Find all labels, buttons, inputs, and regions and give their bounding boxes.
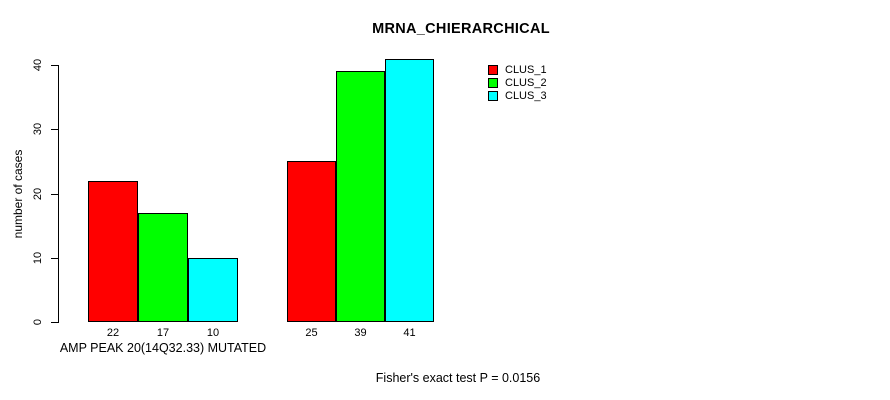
legend-swatch-icon — [488, 90, 498, 101]
y-axis-tick-label: 0 — [32, 318, 44, 326]
y-axis-tick — [51, 257, 58, 259]
legend-swatch-icon — [488, 77, 498, 88]
annotation-fisher-test: Fisher's exact test P = 0.0156 — [375, 371, 541, 385]
x-axis-label: AMP PEAK 20(14Q32.33) MUTATED — [59, 341, 267, 355]
bar-clus_1 — [88, 180, 138, 322]
bar-value-label: 10 — [206, 327, 220, 339]
y-axis-tick — [51, 193, 58, 195]
y-axis-tick — [51, 65, 58, 66]
bar-clus_2 — [138, 212, 188, 322]
bar-clus_1 — [287, 161, 336, 322]
bar-clus_3 — [188, 257, 238, 323]
bar-value-label: 25 — [305, 327, 318, 339]
bar-value-label: 41 — [403, 327, 416, 339]
bar-value-label: 22 — [106, 327, 120, 339]
y-axis-tick — [51, 322, 58, 323]
y-axis-tick-label: 20 — [32, 187, 44, 200]
bar-clus_2 — [336, 71, 385, 322]
legend-item-clus_3: CLUS_3 — [488, 89, 547, 102]
legend-swatch-icon — [488, 64, 498, 75]
legend-item-clus_1: CLUS_1 — [488, 63, 547, 76]
bar-value-label: 39 — [354, 327, 367, 339]
chart-title: MRNA_CHIERARCHICAL — [372, 21, 550, 37]
legend: CLUS_1 CLUS_2 CLUS_3 — [488, 63, 547, 102]
legend-label: CLUS_3 — [505, 89, 547, 102]
legend-label: CLUS_2 — [505, 76, 547, 89]
legend-item-clus_2: CLUS_2 — [488, 76, 547, 89]
y-axis-tick — [51, 129, 58, 131]
y-axis-line — [58, 65, 59, 323]
y-axis-tick-label: 40 — [32, 58, 44, 72]
y-axis-tick-label: 30 — [32, 123, 44, 136]
legend-label: CLUS_1 — [505, 63, 547, 76]
bar-clus_3 — [385, 58, 434, 322]
y-axis-title: number of cases — [11, 149, 25, 239]
y-axis-tick-label: 10 — [32, 251, 44, 264]
bar-value-label: 17 — [156, 327, 170, 339]
